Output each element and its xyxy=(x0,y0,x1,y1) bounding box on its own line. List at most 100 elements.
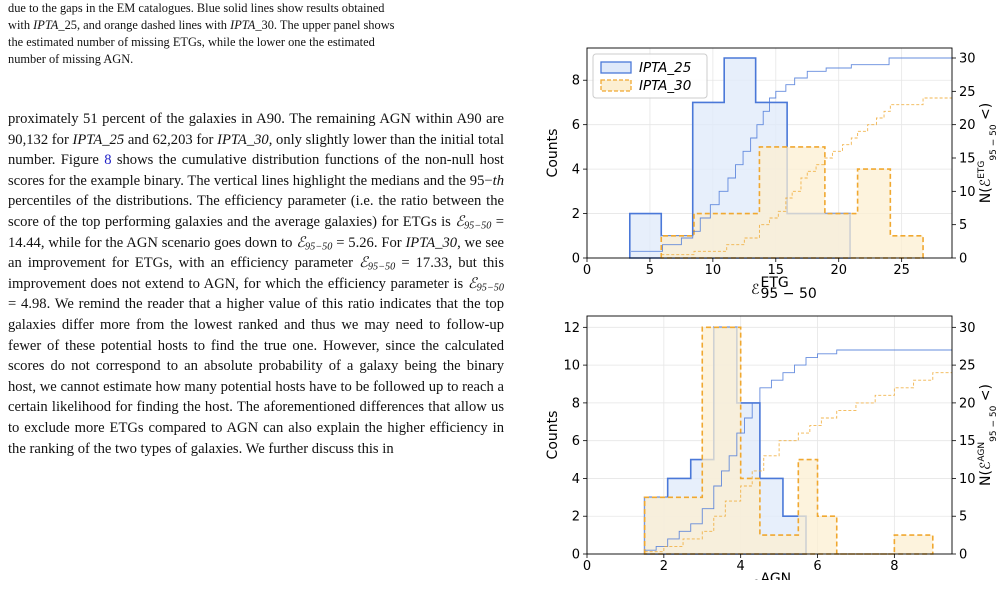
epsilon-symbol: ℰ95−50 xyxy=(455,213,492,232)
etg-efficiency-25: = 14.44 xyxy=(8,213,504,251)
caption-text: _30. The upper panel shows xyxy=(255,18,395,32)
x-tick-label: 10 xyxy=(705,263,722,278)
ipta30-ref: IPTA_30 xyxy=(217,131,269,148)
text-run: proximately 51 percent of the galaxies i… xyxy=(8,111,504,148)
x-tick-label: 0 xyxy=(583,263,591,278)
figure-link[interactable]: 8 xyxy=(104,152,112,169)
right-y-tick-label: 20 xyxy=(959,118,976,133)
y-tick-label: 4 xyxy=(572,472,580,487)
right-y-tick-label: 10 xyxy=(959,472,976,487)
right-label-part: AGN xyxy=(977,442,987,462)
caption-text: _25, and orange dashed lines with xyxy=(58,18,231,32)
x-axis-label-symbol: ℰ xyxy=(751,578,759,580)
agn-histogram-panel: 0 2 4 6 8 0 2 4 6 8 10 12 0 5 10 15 20 25 30 Counts N(ℰAGN95… xyxy=(540,308,1005,580)
right-y-tick-label: 20 xyxy=(959,396,976,411)
right-y-tick-label: 5 xyxy=(959,218,967,233)
x-tick-label: 20 xyxy=(830,263,847,278)
eps-sub: 95−50 xyxy=(367,261,396,273)
histogram-ipta-30 xyxy=(660,146,924,259)
eps-sub: 95−50 xyxy=(476,282,504,294)
y-tick-label: 10 xyxy=(563,359,580,374)
right-y-tick-label: 0 xyxy=(959,252,967,267)
y-tick-label: 8 xyxy=(572,396,580,411)
x-tick-label: 0 xyxy=(583,559,591,574)
legend-swatch xyxy=(600,61,632,74)
right-y-tick-label: 25 xyxy=(959,359,976,374)
figure-caption: due to the gaps in the EM catalogues. Bl… xyxy=(8,0,504,68)
cumulative-ipta-25 xyxy=(644,349,952,551)
right-y-tick-label: 30 xyxy=(959,52,976,67)
eps: ℰ xyxy=(296,234,306,251)
agn-efficiency-30: = 4.98 xyxy=(8,296,47,313)
y-tick-label: 2 xyxy=(572,207,580,222)
right-y-tick-label: 10 xyxy=(959,185,976,200)
right-label-part: ℰ xyxy=(978,179,994,187)
x-tick-label: 6 xyxy=(813,559,821,574)
right-y-tick-label: 0 xyxy=(959,548,967,563)
y-tick-label: 2 xyxy=(572,510,580,525)
y-tick-label: 8 xyxy=(572,74,580,89)
right-label-part: ETG xyxy=(977,161,987,179)
eps: ℰ xyxy=(455,213,465,230)
x-tick-label: 25 xyxy=(893,263,910,278)
caption-line-3: the estimated number of missing ETGs, wh… xyxy=(8,35,375,49)
agn-histogram-chart: 0 2 4 6 8024681012051015202530CountsN(ℰAGN95… xyxy=(545,315,999,580)
text-run: and 62,203 for xyxy=(124,131,218,148)
etg-efficiency-30: = 17.33 xyxy=(401,255,449,272)
epsilon-symbol: ℰ95−50 xyxy=(359,255,396,273)
cumulative-ipta-30 xyxy=(661,97,952,256)
text-run: , but this improvement does not extend t… xyxy=(8,255,505,292)
legend-label: IPTA_30 xyxy=(639,78,691,94)
ipta25-ref: IPTA_25 xyxy=(72,131,125,148)
right-y-tick-label: 15 xyxy=(959,434,976,449)
y-tick-label: 4 xyxy=(572,163,580,178)
epsilon-symbol: ℰ95−50 xyxy=(296,234,333,253)
legend-label: IPTA_25 xyxy=(639,60,691,76)
text-run: . We remind the reader that a higher val… xyxy=(8,296,504,457)
x-tick-label: 4 xyxy=(737,559,745,574)
axes-frame xyxy=(586,315,953,555)
etg-histogram-panel: 0 5 10 15 20 25 0 2 4 6 8 0 5 10 15 20 25 30 Counts N(ℰETG9… xyxy=(540,42,1005,304)
x-axis-label-sup: AGN xyxy=(761,571,792,580)
right-y-tick-label: 30 xyxy=(959,321,976,336)
right-label-part: N( xyxy=(978,187,994,203)
x-axis-label-sub: 95 − 50 xyxy=(761,286,817,302)
caption-line-1: due to the gaps in the EM catalogues. Bl… xyxy=(8,1,385,15)
eps: ℰ xyxy=(359,255,368,272)
right-y-axis-label: N(ℰAGN95 − 50 <) xyxy=(977,384,999,486)
right-y-tick-label: 25 xyxy=(959,85,976,100)
right-label-part: 95 − 50 xyxy=(989,124,999,160)
text-run: . For xyxy=(373,234,406,251)
x-axis-label-sup: ETG xyxy=(761,275,789,291)
text-run: , only slightly lower than the initial t… xyxy=(8,131,504,169)
x-tick-label: 2 xyxy=(660,559,668,574)
right-label-part: <) xyxy=(978,103,994,125)
y-tick-label: 12 xyxy=(563,321,580,336)
caption-ipta30: IPTA xyxy=(230,18,256,32)
caption-text: with xyxy=(8,18,34,32)
x-tick-label: 5 xyxy=(646,263,654,278)
eps: ℰ xyxy=(467,275,477,292)
ipta30-ref: IPTA_30 xyxy=(405,234,458,251)
right-y-tick-label: 5 xyxy=(959,510,967,525)
caption-line-4: number of missing AGN. xyxy=(8,52,134,66)
right-label-part: N( xyxy=(978,470,994,486)
text-run: shows the cumulative distribution functi… xyxy=(8,152,504,189)
y-tick-label: 6 xyxy=(572,434,580,449)
text-run: , while for the AGN scenario goes down t… xyxy=(40,234,297,251)
y-tick-label: 0 xyxy=(572,252,580,267)
eps-sub: 95−50 xyxy=(464,220,492,232)
right-label-part: ℰ xyxy=(978,462,994,470)
text-run: percentiles of the distributions. The ef… xyxy=(8,193,504,230)
x-tick-label: 15 xyxy=(768,263,785,278)
etg-histogram-chart: 0 5 10 15 20 2502468051015202530CountsN(ℰETG9… xyxy=(545,47,999,302)
right-label-part: <) xyxy=(978,384,994,406)
y-axis-label: Counts xyxy=(545,411,561,460)
body-paragraph: proximately 51 percent of the galaxies i… xyxy=(8,109,504,459)
axes-frame xyxy=(586,47,953,259)
caption-line-2: with IPTA_25, and orange dashed lines wi… xyxy=(8,17,504,34)
eps-sub: 95−50 xyxy=(305,241,333,253)
x-axis-label-symbol: ℰ xyxy=(751,282,759,298)
y-tick-label: 0 xyxy=(572,548,580,563)
histogram-ipta-30 xyxy=(643,326,934,555)
